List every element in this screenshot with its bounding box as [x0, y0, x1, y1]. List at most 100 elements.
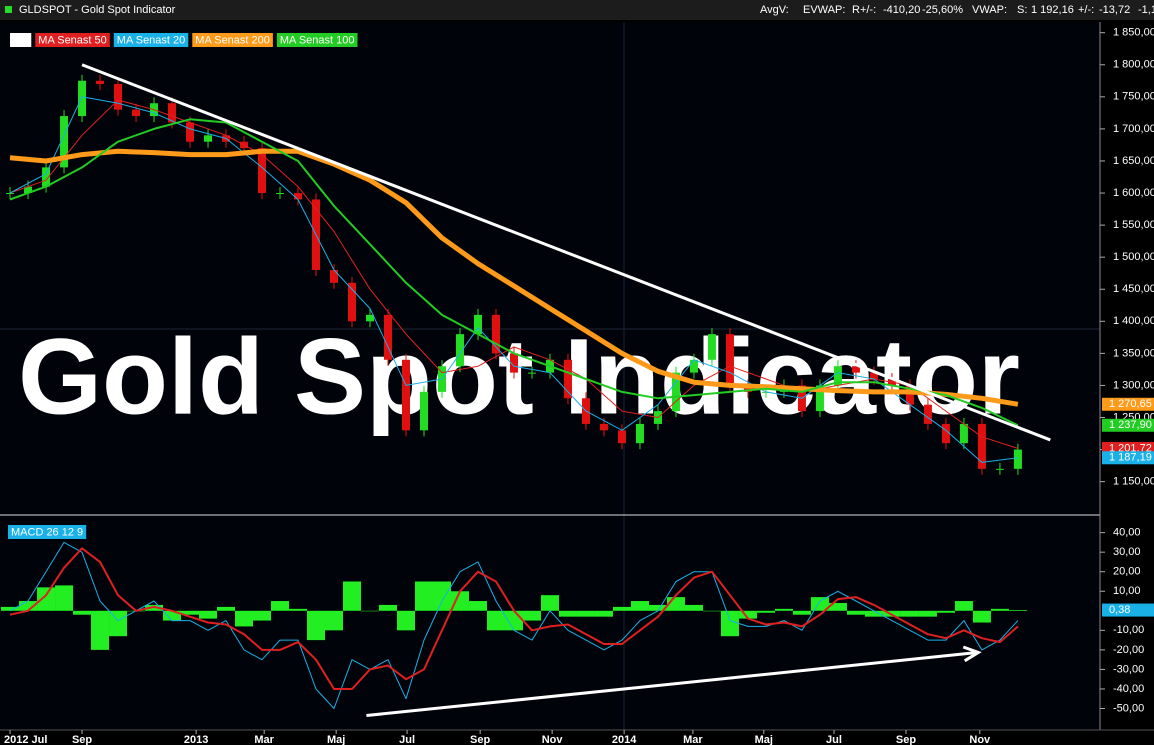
legend-box — [192, 33, 273, 47]
candle — [725, 334, 734, 386]
y-tick-label: 1 700,00 — [1113, 123, 1154, 135]
moving-average — [9, 148, 1019, 407]
x-tick-label: Jul — [399, 734, 415, 745]
histogram-bar — [19, 601, 38, 611]
histogram-bar — [918, 610, 937, 617]
header-field: -1,1 — [1138, 4, 1154, 16]
last-value-box — [1102, 397, 1154, 411]
histogram-bar — [163, 610, 182, 621]
histogram-bar — [900, 610, 919, 617]
legend-box — [10, 33, 32, 47]
x-tick-label: 2013 — [184, 734, 208, 745]
legend-label: CS — [13, 34, 28, 46]
candle — [509, 353, 518, 373]
panel: 1 850,00 1 800,00 1 750,00 1 700,00 1 650,00… — [4, 27, 1154, 745]
candle — [186, 122, 195, 142]
header-field: +/-: — [1078, 4, 1094, 16]
x-tick-label: Maj — [327, 734, 345, 745]
header-field: -410,20 — [883, 4, 920, 16]
histogram-bar — [325, 610, 344, 631]
candle — [348, 282, 357, 322]
arrow-head — [962, 645, 982, 663]
candle — [491, 314, 500, 354]
histogram-bar — [271, 601, 290, 611]
candle — [42, 167, 51, 187]
histogram-bar — [414, 581, 433, 611]
last-value-label: 1 270,65 — [1109, 398, 1152, 410]
candle — [941, 423, 950, 444]
histogram-bar — [846, 610, 865, 615]
y-tick-label: 1 650,00 — [1113, 155, 1154, 167]
histogram-bar — [109, 610, 128, 637]
candle — [168, 103, 177, 123]
candle — [401, 359, 410, 431]
candle — [527, 372, 536, 374]
candle — [330, 270, 339, 283]
candle — [455, 334, 464, 367]
x-tick-label: Maj — [755, 734, 773, 745]
candle — [563, 359, 572, 399]
candle — [96, 80, 105, 85]
candle — [977, 423, 986, 469]
histogram-bar — [217, 606, 236, 611]
candle — [114, 84, 123, 110]
legend-box — [113, 33, 189, 47]
header-field: AvgV: — [760, 4, 789, 16]
legend-label: MA Senast 100 — [280, 34, 355, 46]
histogram-bar — [37, 587, 56, 611]
histogram-bar — [289, 608, 308, 611]
histogram-bar — [612, 606, 631, 611]
x-tick-label: Mar — [683, 734, 703, 745]
histogram-bar — [702, 610, 721, 612]
y-tick-label: 30,00 — [1113, 546, 1141, 558]
candle — [905, 385, 914, 405]
histogram-bar — [774, 608, 793, 611]
histogram-bar — [828, 602, 847, 611]
candle — [419, 391, 428, 431]
histogram-bar — [468, 601, 487, 611]
header-field: -25,60% — [922, 4, 963, 16]
histogram-bar — [55, 585, 74, 611]
candle — [995, 468, 1004, 470]
last-value-box — [1102, 603, 1154, 617]
y-tick-label: 1 600,00 — [1113, 187, 1154, 199]
candle — [815, 385, 824, 412]
y-tick-label: 1 450,00 — [1113, 283, 1154, 295]
histogram-bar — [864, 610, 883, 617]
x-tick-label: Mar — [254, 734, 274, 745]
y-tick-label: 1 550,00 — [1113, 219, 1154, 231]
trendline — [81, 63, 1051, 442]
y-tick-label: -40,00 — [1113, 683, 1144, 695]
y-tick-label: 1 350,00 — [1113, 347, 1154, 359]
y-tick-label: 40,00 — [1113, 527, 1141, 539]
header-field: -13,72 — [1099, 4, 1130, 16]
candle — [617, 430, 626, 444]
moving-average — [9, 99, 1019, 449]
x-tick-label: Nov — [542, 734, 564, 745]
histogram-bar — [450, 591, 469, 611]
candle — [132, 109, 141, 117]
last-value-box — [1102, 418, 1154, 432]
histogram-bar — [432, 581, 451, 611]
histogram-bar — [181, 610, 200, 615]
histogram-bar — [954, 601, 973, 611]
last-value-label: 0,38 — [1109, 604, 1130, 616]
histogram-bar — [594, 610, 613, 617]
histogram-bar — [361, 610, 379, 612]
y-tick-label: -30,00 — [1113, 663, 1144, 675]
histogram-bar — [73, 610, 92, 615]
histogram-bar — [522, 610, 541, 621]
y-tick-label: 20,00 — [1113, 566, 1141, 578]
y-tick-label: -50,00 — [1113, 702, 1144, 714]
candle — [60, 116, 69, 168]
candle — [833, 366, 842, 386]
histogram-bar — [720, 610, 739, 637]
watermark: Gold Spot Indicator — [18, 316, 1020, 437]
histogram-bar — [486, 610, 505, 631]
y-tick-label: 1 750,00 — [1113, 91, 1154, 103]
legend-label: MA Senast 200 — [195, 34, 270, 46]
y-tick-label: 1 150,00 — [1113, 476, 1154, 488]
histogram-bar — [576, 610, 595, 617]
candle — [707, 334, 716, 360]
